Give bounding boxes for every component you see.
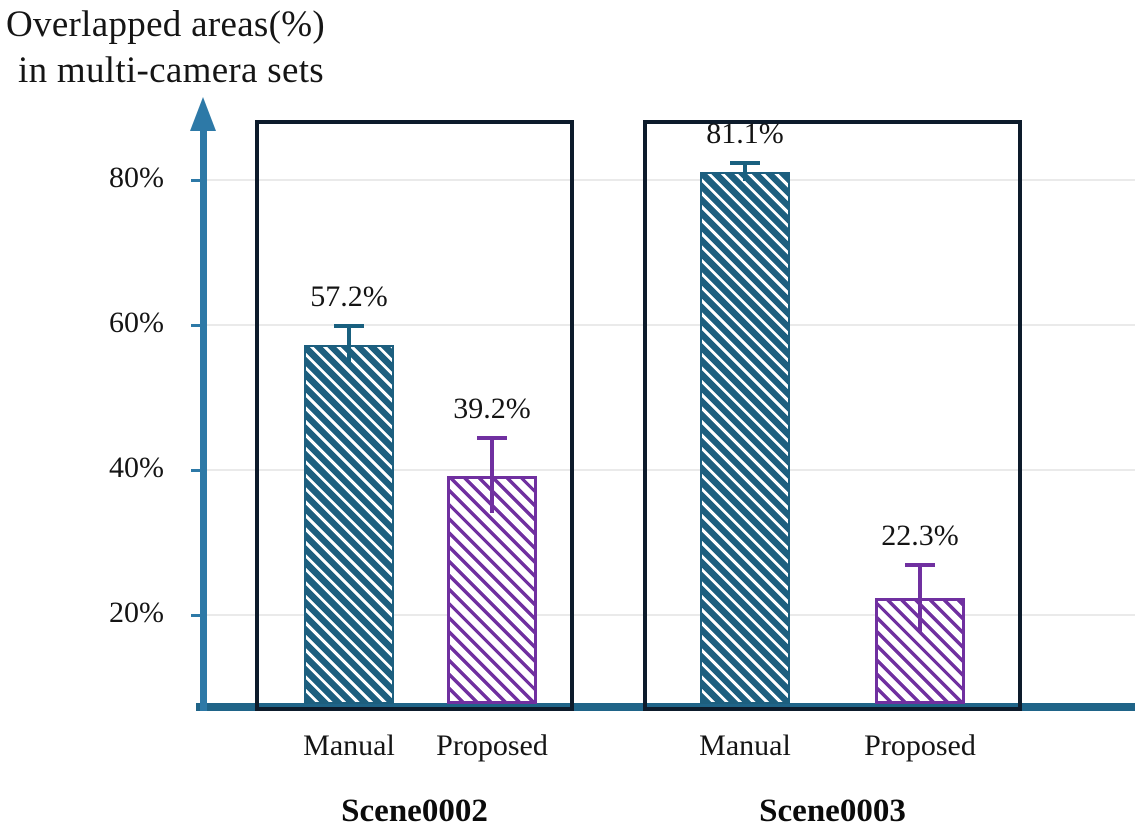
- series-label-scene0002-manual: Manual: [303, 729, 395, 762]
- y-axis-tick: [191, 178, 200, 182]
- chart-title-line-1: Overlapped areas(%): [6, 4, 325, 45]
- chart-title-line-2: in multi-camera sets: [18, 50, 325, 91]
- gridline-80: [207, 179, 1135, 181]
- y-axis-line: [199, 126, 207, 711]
- error-bar-whisker-scene0003-manual: [743, 162, 747, 182]
- gridline-40: [207, 469, 1135, 471]
- chart-title: Overlapped areas(%) in multi-camera sets: [6, 2, 325, 94]
- value-label-scene0003-manual: 81.1%: [706, 116, 784, 150]
- y-axis-arrow-icon: [190, 97, 216, 131]
- gridline-20: [207, 614, 1135, 616]
- y-axis-tick: [191, 613, 200, 617]
- y-tick-label: 60%: [109, 306, 164, 339]
- error-bar-cap-scene0003-proposed: [905, 562, 935, 567]
- bar-scene0002-proposed: [447, 475, 537, 704]
- value-label-scene0002-manual: 57.2%: [310, 280, 388, 314]
- bar-scene0002-manual: [304, 345, 394, 704]
- series-label-scene0002-proposed: Proposed: [436, 729, 548, 762]
- error-bar-whisker-scene0003-proposed: [918, 564, 922, 632]
- group-box-scene0002: [255, 120, 574, 711]
- y-tick-label: 20%: [109, 596, 164, 629]
- value-label-scene0003-proposed: 22.3%: [881, 518, 959, 552]
- error-bar-whisker-scene0002-manual: [347, 326, 351, 365]
- y-tick-label: 80%: [109, 161, 164, 194]
- series-label-scene0003-proposed: Proposed: [864, 729, 976, 762]
- y-axis-tick: [191, 468, 200, 472]
- error-bar-cap-scene0003-manual: [730, 160, 760, 165]
- value-label-scene0002-proposed: 39.2%: [453, 392, 531, 426]
- group-box-scene0003: [643, 120, 1022, 711]
- y-axis-tick: [191, 323, 200, 327]
- gridline-60: [207, 324, 1135, 326]
- series-label-scene0003-manual: Manual: [699, 729, 791, 762]
- scene-label-scene0002: Scene0002: [341, 793, 488, 829]
- y-tick-label: 40%: [109, 451, 164, 484]
- error-bar-cap-scene0002-proposed: [477, 436, 507, 441]
- bar-scene0003-manual: [700, 172, 790, 704]
- scene-label-scene0003: Scene0003: [759, 793, 906, 829]
- error-bar-whisker-scene0002-proposed: [490, 438, 494, 514]
- error-bar-cap-scene0002-manual: [334, 324, 364, 329]
